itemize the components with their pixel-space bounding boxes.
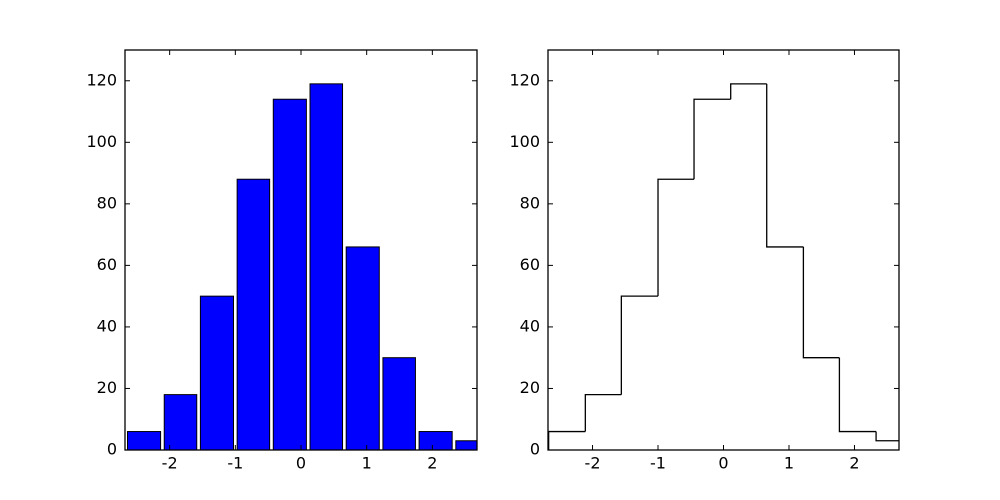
x-tick-label: 1 [784,454,794,473]
bar [345,246,380,450]
y-tick-label: 60 [520,255,540,274]
step [620,295,659,395]
y-tick-label: 100 [86,132,117,151]
x-tick-label: -1 [650,454,666,473]
step [584,393,622,432]
y-tick-label: 80 [97,193,117,212]
step [875,431,899,442]
bar [163,394,198,450]
step [802,246,840,359]
y-tick-label: 60 [97,255,117,274]
bar [309,83,344,450]
x-tick-label: 0 [718,454,728,473]
step [730,83,767,100]
x-tick-label: 1 [362,454,372,473]
x-tick-label: -2 [585,454,601,473]
y-tick-label: 40 [520,316,540,335]
bar [236,178,271,450]
x-tick-label: 2 [427,454,437,473]
step [838,357,877,433]
y-tick-label: 120 [509,70,540,89]
y-tick-label: 20 [520,378,540,397]
axes: 0 20 40 60 80 100 120 -2 -1 0 1 2 [509,49,900,473]
axes: 0 20 40 60 80 100 120 -2 -1 0 1 2 [86,49,478,473]
y-tick-label: 0 [107,440,117,459]
plot-area [126,83,477,450]
x-tick-label: 2 [849,454,859,473]
y-tick-label: 80 [520,193,540,212]
bar [199,295,234,450]
step [548,430,586,450]
axes-frame [547,49,900,451]
y-tick-label: 20 [97,378,117,397]
plot-area [548,83,899,450]
y-tick-label: 0 [530,440,540,459]
y-tick-label: 100 [509,132,540,151]
x-tick-label: -1 [227,454,243,473]
bar [126,431,162,450]
bar [272,98,307,450]
step [766,83,804,248]
step [657,178,695,297]
y-tick-label: 120 [86,70,117,89]
step [693,98,731,180]
y-tick-label: 40 [97,316,117,335]
bar [418,431,453,450]
x-tick-label: -2 [162,454,178,473]
bar [382,357,416,450]
bar [455,440,477,450]
x-tick-label: 0 [296,454,306,473]
